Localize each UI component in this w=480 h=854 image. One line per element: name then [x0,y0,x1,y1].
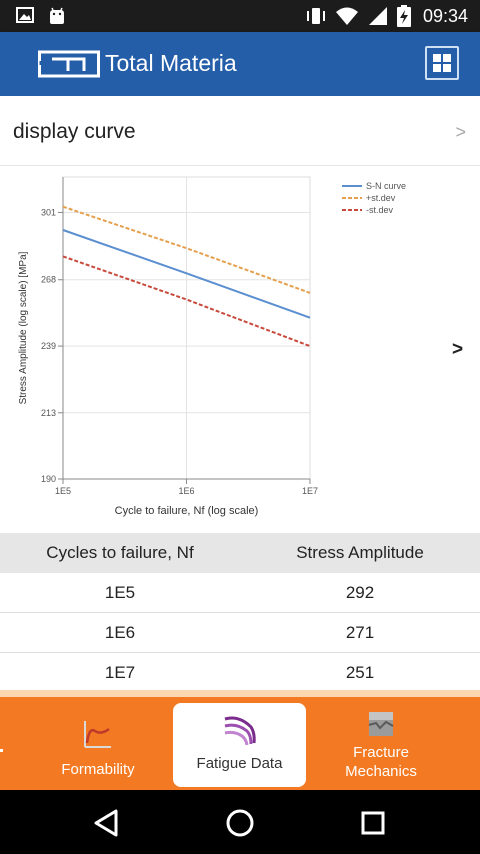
stress-cell: 251 [345,662,375,682]
back-icon [94,809,118,837]
recents-icon [361,811,385,835]
column-header-cycles: Cycles to failure, Nf [46,543,194,562]
formability-icon [84,721,111,748]
chevron-right-icon: > [455,122,466,142]
column-header-stress: Stress Amplitude [296,543,424,562]
table-row: 1E6 271 [0,613,480,653]
display-curve-label: display curve [13,120,136,143]
grid-menu-icon [433,54,451,72]
bottom-tab-bar: Formability Fatigue Data Fracture Mechan… [0,690,480,790]
y-axis-label: Stress Amplitude (log scale) [MPa] [18,251,29,404]
previous-tab-edge [0,749,3,752]
table-row: 1E5 292 [0,573,480,613]
cycles-cell: 1E6 [104,622,136,642]
cycles-cell: 1E7 [104,662,136,682]
app-title: Total Materia [105,50,237,76]
status-time: 09:34 [422,5,468,26]
vibrate-icon [306,8,325,24]
signal-icon [368,7,387,25]
fatigue-data-icon [224,716,256,746]
table-header: Cycles to failure, Nf Stress Amplitude [0,533,480,573]
legend-label: -st.dev [366,205,394,215]
next-chart-button[interactable]: > [452,339,464,360]
series-line [62,205,311,294]
battery-charging-icon [396,5,411,27]
x-tick-label: 1E5 [55,486,71,496]
tab-formability-label: Formability [61,761,135,778]
tab-fatigue-data[interactable]: Fatigue Data [173,703,306,787]
tab-fracture-mechanics-label: Fracture Mechanics [345,744,417,780]
grid-menu-button[interactable] [425,46,459,80]
tab-fracture-mechanics[interactable]: Fracture Mechanics [310,703,452,787]
stress-cell: 271 [345,622,375,642]
status-bar: 09:34 [0,0,480,32]
legend-label: +st.dev [366,193,396,203]
y-tick-label: 239 [41,341,56,351]
x-axis-label: Cycle to failure, Nf (log scale) [115,505,259,517]
home-icon [226,809,254,837]
wifi-icon [335,7,358,25]
x-tick-label: 1E7 [302,486,318,496]
y-tick-label: 268 [41,275,56,285]
y-tick-label: 213 [41,408,56,418]
back-button[interactable] [90,806,124,840]
y-tick-label: 301 [41,207,56,217]
app-bar: Total Materia [0,32,480,96]
tab-fatigue-data-label: Fatigue Data [196,755,283,772]
tab-formability[interactable]: Formability [28,703,168,787]
legend-label: S-N curve [366,181,406,191]
android-icon [50,7,64,24]
sn-chart-area: 190 213 239 268 301 1E5 1E6 1E7 Cycle to failure… [0,167,480,532]
series-line [62,229,311,319]
total-materia-logo-icon [38,50,100,78]
display-curve-selector[interactable]: display curve > [0,96,480,166]
x-tick-label: 1E6 [178,486,194,496]
navigation-bar [0,790,480,854]
sn-chart: 190 213 239 268 301 1E5 1E6 1E7 Cycle to failure… [18,176,406,517]
fracture-mechanics-icon [368,712,394,736]
series-line [62,255,311,348]
home-button[interactable] [223,806,257,840]
y-tick-label: 190 [41,474,56,484]
stress-cell: 292 [345,582,375,602]
table-row: 1E7 251 [0,653,480,693]
cycles-cell: 1E5 [104,582,136,602]
image-icon [16,7,34,23]
fatigue-data-table: Cycles to failure, Nf Stress Amplitude 1… [0,533,480,693]
recents-button[interactable] [356,806,390,840]
